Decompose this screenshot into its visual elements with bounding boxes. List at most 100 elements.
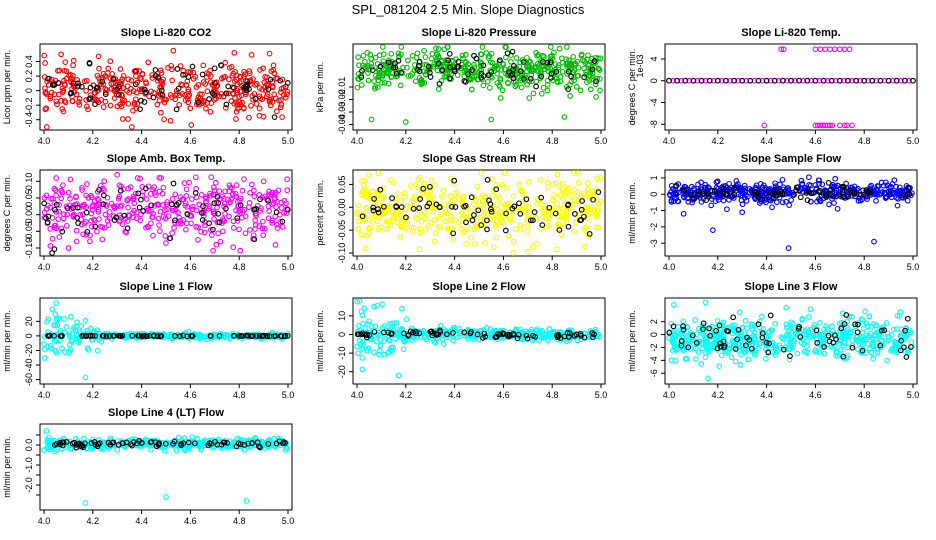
data-point <box>482 239 488 246</box>
points-group <box>666 299 915 382</box>
data-point <box>705 193 712 200</box>
data-point <box>388 331 395 337</box>
data-point <box>788 319 794 326</box>
data-point <box>767 312 774 319</box>
data-point <box>804 349 810 356</box>
data-point <box>738 186 745 193</box>
data-point <box>43 192 50 199</box>
data-point <box>68 90 75 96</box>
data-point <box>873 198 879 204</box>
data-point <box>374 60 381 67</box>
data-point <box>131 101 138 108</box>
data-point <box>192 190 199 196</box>
data-point <box>230 218 237 225</box>
data-point <box>864 340 871 347</box>
data-point <box>279 223 286 230</box>
data-point <box>381 323 388 329</box>
data-point <box>228 185 235 191</box>
data-point <box>49 250 55 256</box>
data-point <box>42 89 49 95</box>
data-point <box>524 229 531 235</box>
data-point <box>672 357 679 364</box>
data-point <box>566 68 572 75</box>
y-axis-label: kPa per min. <box>315 62 325 113</box>
x-tick-label: 4.2 <box>87 262 100 272</box>
data-point <box>158 70 165 76</box>
data-point <box>869 77 876 84</box>
data-point <box>523 332 530 339</box>
data-point <box>76 95 83 102</box>
data-point <box>43 124 50 130</box>
data-point <box>878 327 885 334</box>
data-point <box>684 333 691 339</box>
data-point <box>471 212 477 218</box>
data-point <box>252 95 259 102</box>
data-point <box>372 323 379 330</box>
data-point <box>421 180 428 187</box>
data-point <box>592 59 599 66</box>
data-point <box>572 211 578 217</box>
data-point <box>359 312 366 319</box>
x-tick-label: 4.4 <box>448 390 461 400</box>
data-point <box>178 220 184 227</box>
data-point <box>509 48 516 55</box>
data-point <box>670 338 677 344</box>
data-point <box>253 333 260 339</box>
data-point <box>864 188 871 195</box>
x-tick-label: 4.4 <box>135 516 148 526</box>
y-axis-label: degrees C per min. <box>2 175 12 252</box>
data-point <box>505 233 512 239</box>
data-point <box>69 98 76 104</box>
data-point <box>437 322 444 329</box>
data-point <box>262 193 268 200</box>
data-point <box>140 333 146 339</box>
data-point <box>736 309 743 315</box>
data-point <box>685 344 692 351</box>
data-point <box>62 99 69 106</box>
data-point <box>356 210 363 217</box>
data-point <box>743 198 750 204</box>
data-point <box>94 72 101 79</box>
data-point <box>388 50 395 57</box>
data-point <box>470 68 477 74</box>
data-point <box>173 447 180 454</box>
data-point <box>181 447 188 454</box>
data-point <box>119 116 126 122</box>
data-point <box>811 321 818 328</box>
data-point <box>226 64 233 71</box>
data-point <box>554 171 561 178</box>
data-point <box>471 195 478 201</box>
data-point <box>47 243 54 249</box>
data-point <box>363 205 370 211</box>
data-point <box>897 347 904 354</box>
data-point <box>81 332 87 339</box>
data-point <box>867 188 873 195</box>
data-point <box>470 201 477 208</box>
data-point <box>479 205 486 211</box>
data-point <box>773 192 780 199</box>
y-tick-label: -60 <box>24 373 34 386</box>
data-point <box>222 188 228 195</box>
data-point <box>391 214 397 220</box>
data-point <box>154 77 161 84</box>
data-point <box>76 99 82 105</box>
x-tick-label: 4.4 <box>135 262 148 272</box>
data-point <box>772 342 779 349</box>
data-point <box>174 66 181 72</box>
data-point <box>901 344 907 351</box>
data-point <box>78 323 85 329</box>
data-point <box>204 88 211 95</box>
data-point <box>138 76 144 82</box>
data-point <box>41 200 48 207</box>
data-point <box>124 88 130 94</box>
data-point <box>57 327 64 334</box>
data-point <box>787 353 793 359</box>
data-point <box>99 332 106 339</box>
x-tick-label: 5.0 <box>282 390 295 400</box>
data-point <box>260 218 266 225</box>
data-point <box>175 220 182 227</box>
data-point <box>720 319 727 326</box>
data-point <box>675 334 682 341</box>
data-point <box>234 218 241 224</box>
